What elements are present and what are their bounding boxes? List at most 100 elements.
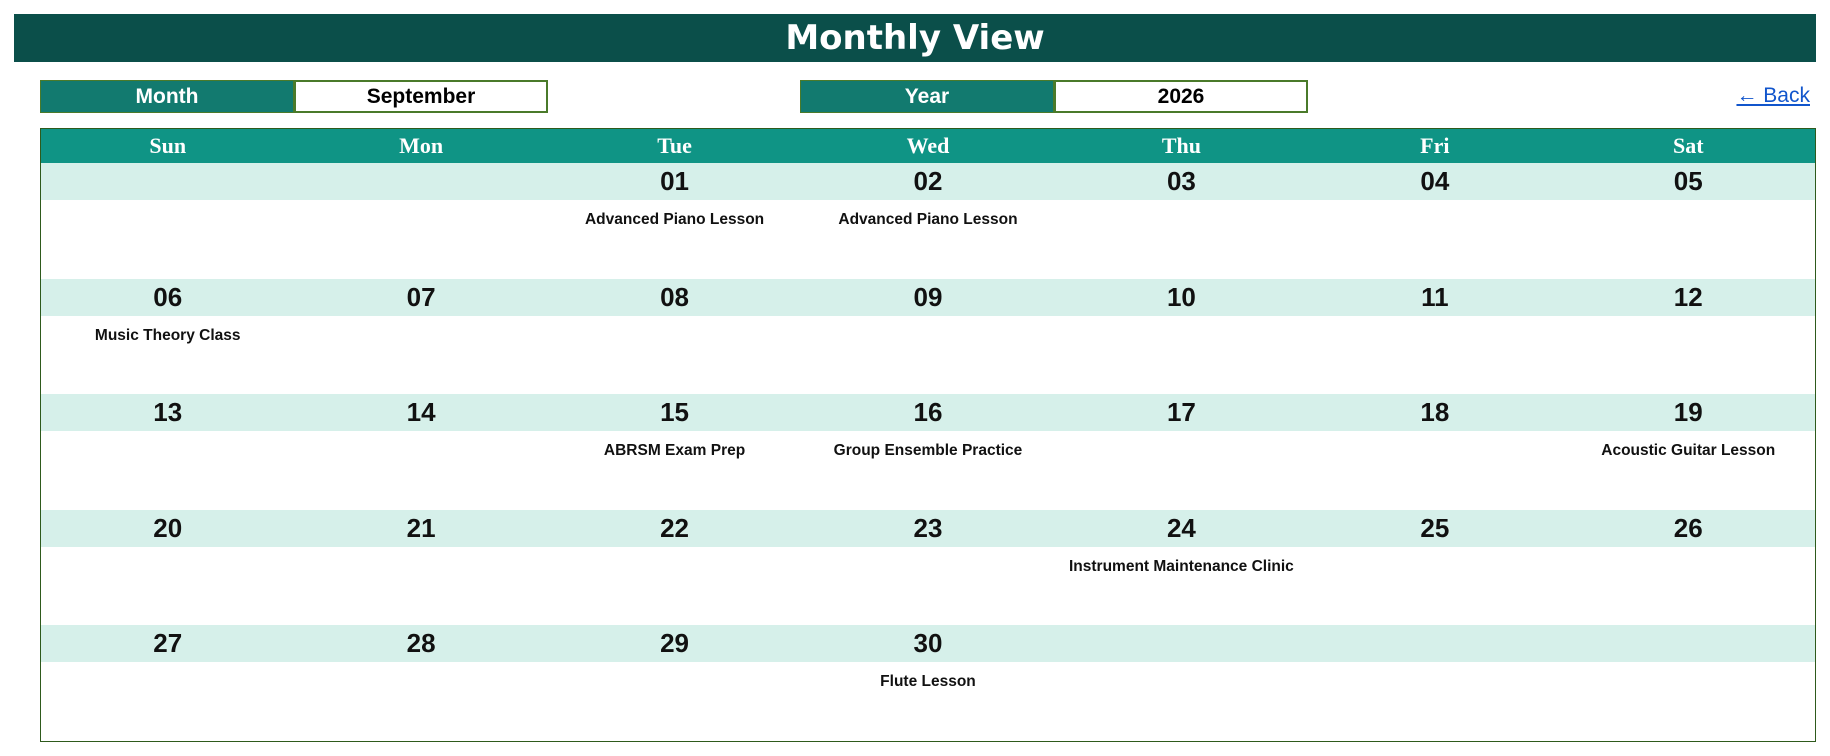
day-number[interactable]: 18: [1420, 397, 1450, 427]
weekday-tue: Tue: [657, 133, 692, 158]
day-number[interactable]: [294, 163, 547, 200]
event-row: Instrument Maintenance Clinic: [41, 546, 1815, 626]
day-number[interactable]: 04: [1420, 166, 1450, 196]
day-number[interactable]: 07: [406, 281, 436, 312]
day-number[interactable]: [1308, 625, 1561, 662]
day-number[interactable]: 19: [1673, 397, 1703, 427]
event-row: Flute Lesson: [41, 662, 1815, 741]
back-link[interactable]: ← Back: [1736, 84, 1810, 107]
day-number[interactable]: 11: [1421, 281, 1449, 312]
weekday-fri: Fri: [1420, 133, 1450, 158]
event-cell[interactable]: [1562, 200, 1815, 279]
day-number[interactable]: 27: [153, 628, 183, 658]
event-cell[interactable]: Acoustic Guitar Lesson: [1601, 442, 1776, 459]
month-selector: Month September: [40, 80, 548, 113]
calendar-week: 06 07 08 09 10 11 12 Music Theory Class: [41, 278, 1815, 395]
day-number[interactable]: 28: [406, 628, 436, 658]
day-number[interactable]: 29: [660, 628, 690, 658]
event-cell[interactable]: [801, 547, 1054, 626]
day-number[interactable]: 21: [406, 512, 436, 543]
event-cell[interactable]: [294, 662, 547, 741]
day-number[interactable]: 02: [913, 166, 943, 196]
day-number[interactable]: 25: [1420, 512, 1450, 543]
weekday-mon: Mon: [399, 133, 444, 158]
event-cell[interactable]: [294, 431, 547, 510]
day-number[interactable]: 17: [1166, 397, 1196, 427]
calendar-week: 01 02 03 04 05 Advanced Piano Lesson Adv…: [41, 163, 1815, 279]
weekday-sat: Sat: [1672, 133, 1704, 158]
calendar-week: 27 28 29 30 Flute Lesson: [41, 625, 1815, 741]
year-input[interactable]: 2026: [1054, 80, 1308, 113]
month-input[interactable]: September: [294, 80, 548, 113]
event-cell[interactable]: [41, 431, 294, 510]
day-number[interactable]: 13: [153, 397, 183, 427]
event-cell[interactable]: Flute Lesson: [880, 673, 976, 690]
weekday-sun: Sun: [149, 133, 187, 158]
day-number[interactable]: 26: [1673, 512, 1703, 543]
event-cell[interactable]: Group Ensemble Practice: [833, 442, 1023, 459]
day-number[interactable]: 15: [660, 397, 690, 427]
event-cell[interactable]: [1562, 662, 1815, 741]
calendar-week: 13 14 15 16 17 18 19 ABRSM Exam Prep Gro…: [41, 394, 1815, 510]
weekday-wed: Wed: [906, 133, 950, 158]
day-number[interactable]: [1562, 625, 1815, 662]
event-cell[interactable]: [1308, 547, 1561, 626]
date-row: 06 07 08 09 10 11 12: [41, 278, 1815, 316]
day-number[interactable]: 08: [660, 281, 690, 312]
event-cell[interactable]: [1308, 316, 1561, 395]
event-cell[interactable]: [294, 316, 547, 395]
event-cell[interactable]: [1308, 431, 1561, 510]
event-row: ABRSM Exam Prep Group Ensemble Practice …: [41, 431, 1815, 510]
day-number[interactable]: 12: [1673, 281, 1703, 312]
event-cell[interactable]: Music Theory Class: [94, 326, 241, 344]
date-row: 20 21 22 23 24 25 26: [41, 509, 1815, 547]
event-cell[interactable]: [1055, 316, 1308, 395]
day-number[interactable]: 30: [913, 628, 943, 658]
weekday-thu: Thu: [1161, 133, 1201, 158]
event-cell[interactable]: [1562, 316, 1815, 395]
day-number[interactable]: 10: [1166, 281, 1196, 312]
date-row: 27 28 29 30: [41, 625, 1815, 662]
page-title: Monthly View: [14, 14, 1816, 62]
event-row: Advanced Piano Lesson Advanced Piano Les…: [41, 200, 1815, 279]
event-cell[interactable]: [1055, 431, 1308, 510]
event-cell[interactable]: [548, 547, 801, 626]
day-number[interactable]: 14: [406, 397, 436, 427]
event-cell[interactable]: Instrument Maintenance Clinic: [1069, 557, 1294, 575]
event-cell[interactable]: [1308, 662, 1561, 741]
day-number[interactable]: 05: [1673, 166, 1703, 196]
day-number[interactable]: 20: [153, 512, 183, 543]
day-number[interactable]: 24: [1166, 512, 1196, 543]
event-cell[interactable]: [294, 547, 547, 626]
event-cell[interactable]: [41, 200, 294, 279]
day-number[interactable]: 03: [1166, 166, 1196, 196]
event-cell[interactable]: [801, 316, 1054, 395]
event-cell[interactable]: [1055, 200, 1308, 279]
calendar-grid: Sun Mon Tue Wed Thu Fri Sat 01 02 03 04 …: [40, 128, 1816, 742]
day-number[interactable]: [41, 163, 294, 200]
event-cell[interactable]: ABRSM Exam Prep: [603, 442, 746, 459]
date-row: 01 02 03 04 05: [41, 163, 1815, 200]
event-cell[interactable]: [41, 662, 294, 741]
event-cell[interactable]: [294, 200, 547, 279]
event-cell[interactable]: [41, 547, 294, 626]
day-number[interactable]: 09: [913, 281, 943, 312]
event-cell[interactable]: [1055, 662, 1308, 741]
calendar-week: 20 21 22 23 24 25 26 Instrument Maintena…: [41, 509, 1815, 626]
event-cell[interactable]: [548, 316, 801, 395]
day-number[interactable]: 22: [660, 512, 690, 543]
event-cell[interactable]: [1562, 547, 1815, 626]
event-cell[interactable]: [1308, 200, 1561, 279]
event-cell[interactable]: Advanced Piano Lesson: [584, 211, 765, 228]
day-number[interactable]: 06: [153, 281, 183, 312]
event-cell[interactable]: Advanced Piano Lesson: [838, 211, 1018, 228]
day-number[interactable]: 23: [913, 512, 943, 543]
date-row: 13 14 15 16 17 18 19: [41, 394, 1815, 431]
event-cell[interactable]: [548, 662, 801, 741]
event-row: Music Theory Class: [41, 315, 1815, 395]
year-selector: Year 2026: [800, 80, 1308, 113]
year-label: Year: [800, 80, 1054, 113]
day-number[interactable]: 01: [660, 166, 690, 196]
day-number[interactable]: [1055, 625, 1308, 662]
day-number[interactable]: 16: [913, 397, 943, 427]
